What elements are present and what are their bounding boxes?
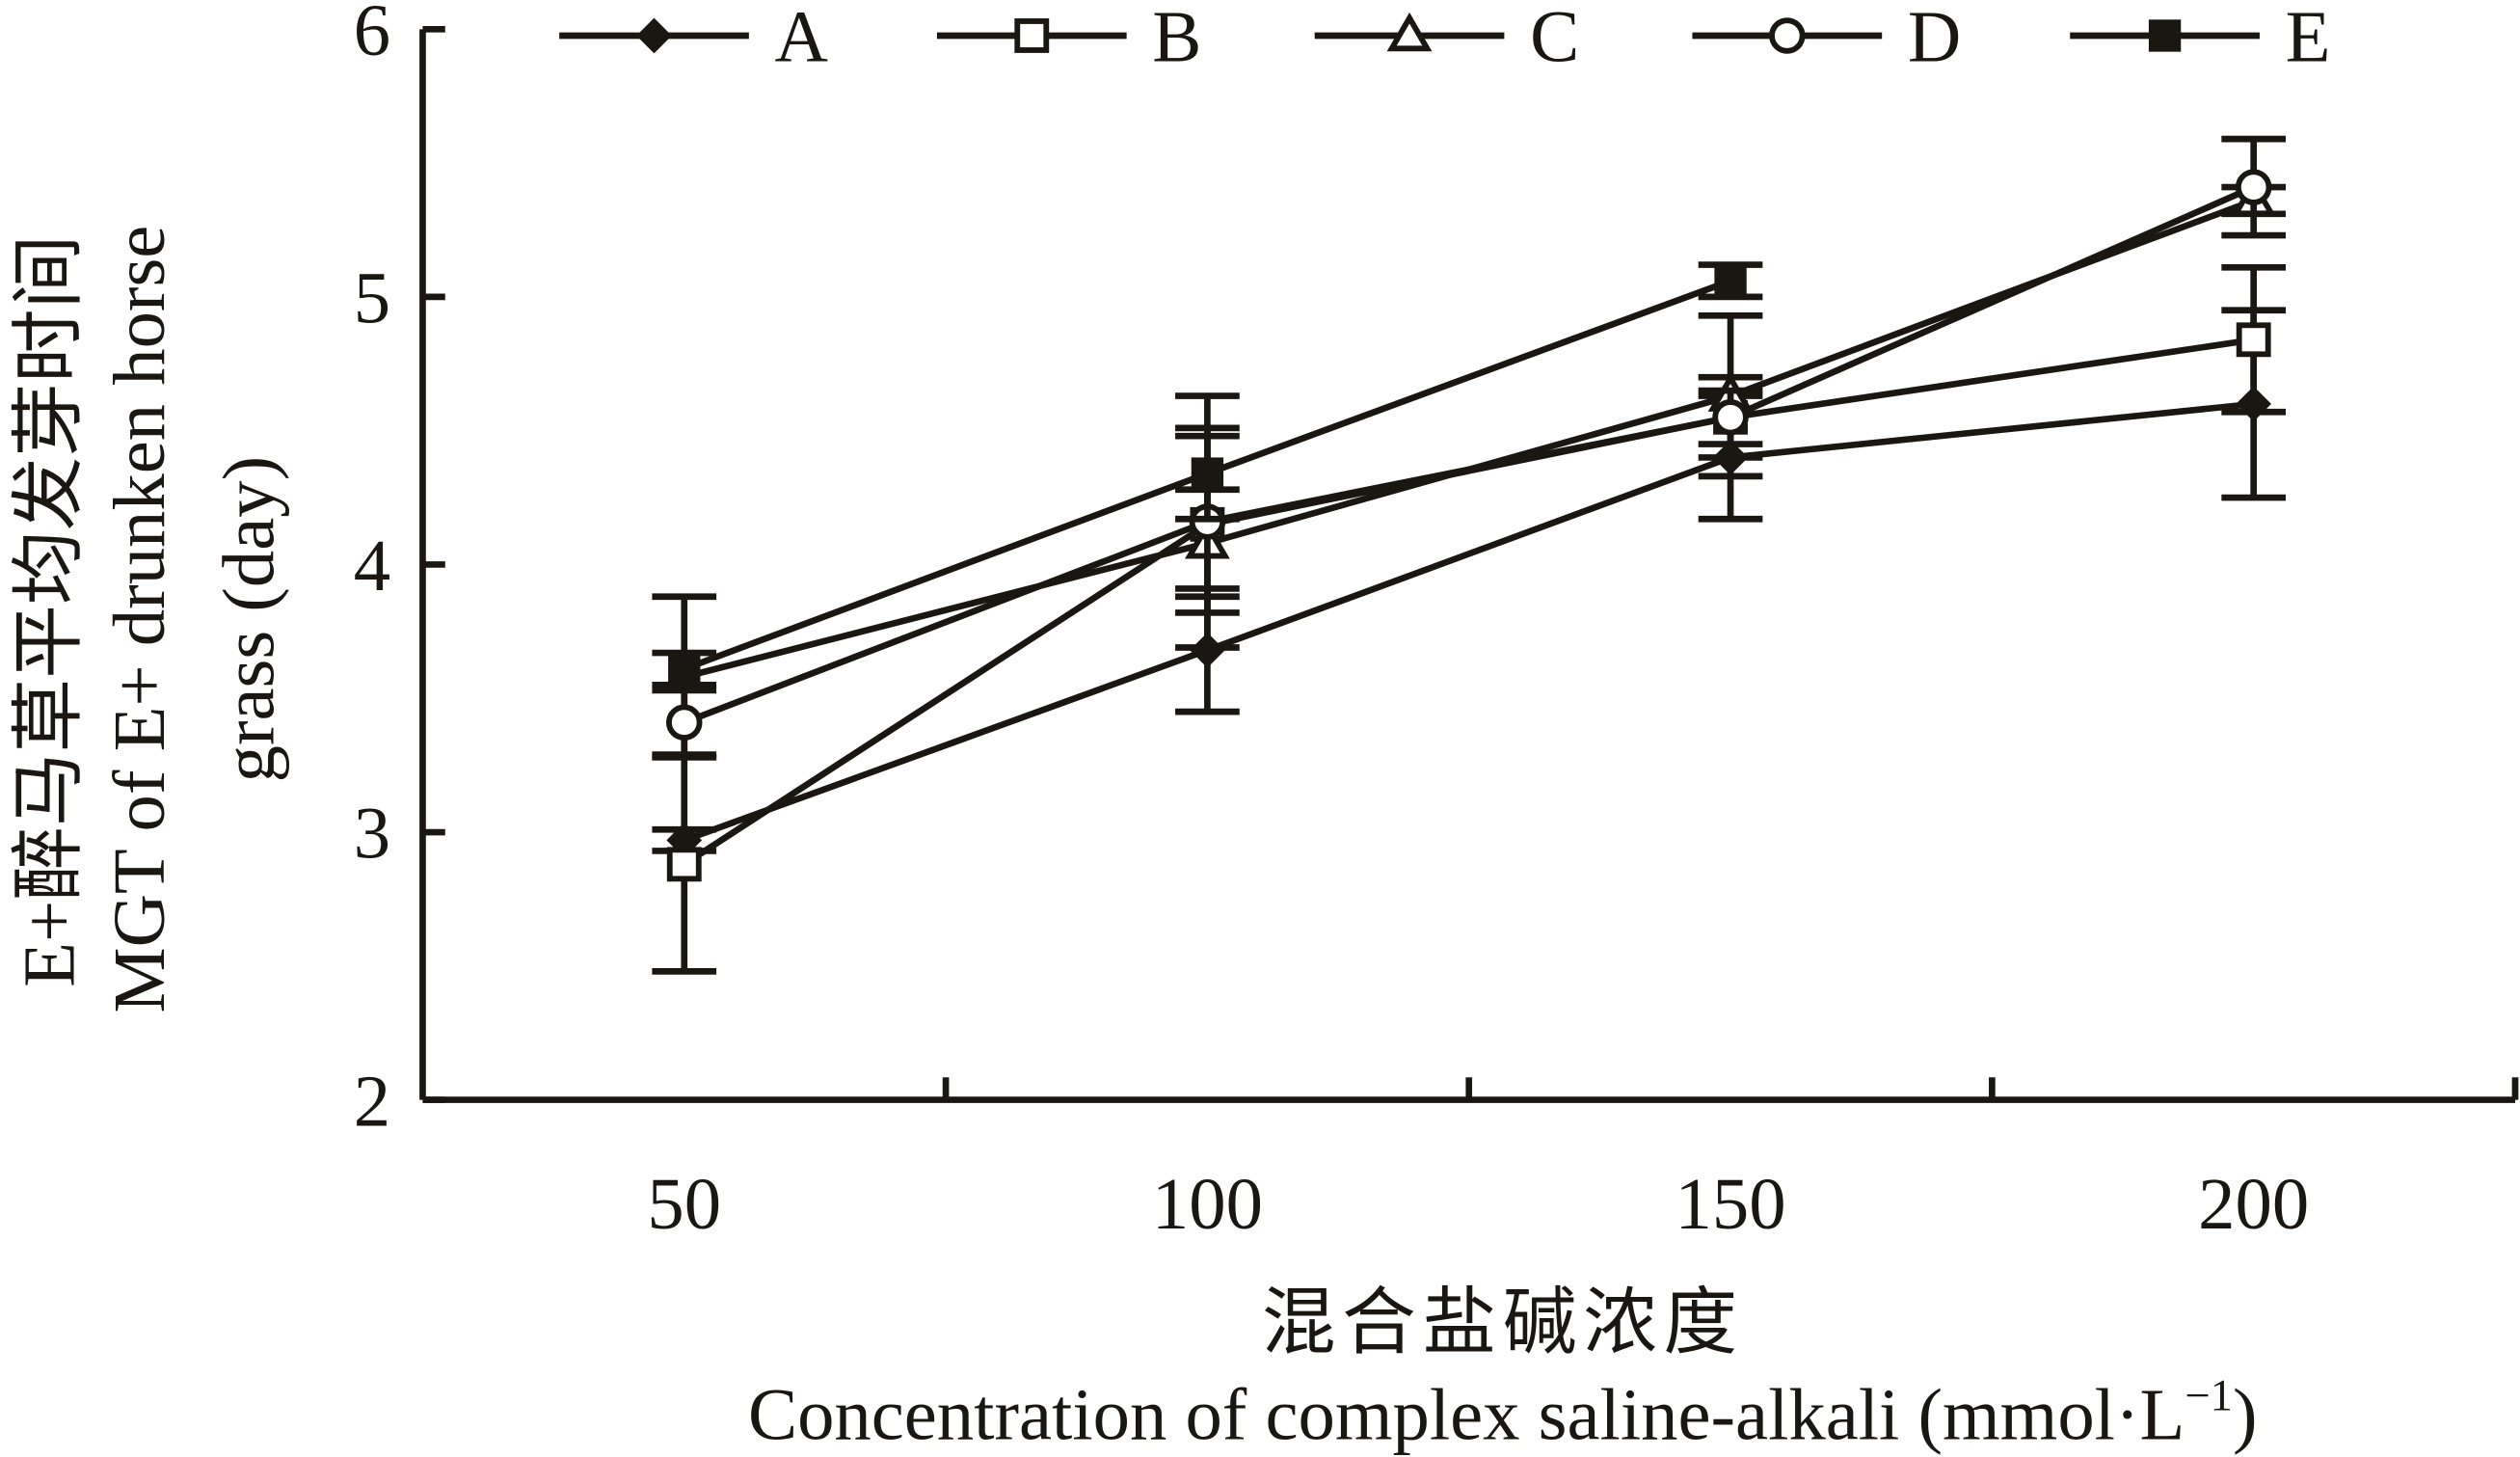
legend-item-c: C bbox=[1314, 0, 1579, 78]
y-tick-label: 4 bbox=[354, 525, 390, 607]
legend-marker bbox=[636, 17, 672, 54]
series-line bbox=[683, 400, 2255, 844]
data-point bbox=[1191, 457, 1224, 490]
x-axis-label: Concentration of complex saline-alkali (… bbox=[748, 1370, 2258, 1455]
data-point bbox=[2235, 169, 2272, 205]
data-point bbox=[666, 847, 702, 882]
legend-item-a: A bbox=[559, 0, 828, 78]
data-point bbox=[2236, 322, 2271, 358]
y-axis-label: MGT of E+ drunken horse bbox=[98, 226, 180, 1013]
series-e bbox=[652, 261, 1763, 688]
x-axis-label-end: ) bbox=[2233, 1373, 2258, 1455]
legend-label: E bbox=[2286, 0, 2331, 78]
tick-labels: 2 3 4 5 6 50 100 150 200 bbox=[354, 0, 2309, 1245]
series-group bbox=[652, 135, 2287, 975]
y-tick-label: 2 bbox=[354, 1060, 390, 1142]
x-tick-label: 150 bbox=[1676, 1163, 1786, 1245]
legend-marker bbox=[1014, 18, 1050, 53]
legend-item-e: E bbox=[2070, 0, 2330, 78]
legend-label: C bbox=[1530, 0, 1579, 78]
x-tick-label: 50 bbox=[647, 1163, 721, 1245]
data-point bbox=[668, 653, 701, 686]
data-point bbox=[1712, 399, 1749, 436]
x-axis-label-main: Concentration of complex saline-alkali (… bbox=[748, 1373, 2185, 1455]
y-tick-label: 3 bbox=[354, 793, 390, 875]
y-tick-label: 5 bbox=[354, 257, 390, 339]
y-axis-label-cn: E+醉马草平均发芽时间 bbox=[9, 235, 91, 987]
series-line bbox=[683, 184, 2256, 726]
legend-label: D bbox=[1908, 0, 1961, 78]
legend-marker bbox=[1386, 12, 1433, 52]
series-d bbox=[652, 135, 2287, 758]
x-axis-label-sup: −1 bbox=[2185, 1370, 2233, 1420]
series-a bbox=[652, 307, 2287, 858]
series-line bbox=[682, 336, 2255, 868]
legend-marker bbox=[2148, 19, 2182, 52]
legend: A B C D E bbox=[559, 0, 2330, 78]
legend-label: B bbox=[1152, 0, 1201, 78]
y-tick-label: 6 bbox=[354, 0, 390, 71]
axes bbox=[419, 25, 2519, 1103]
data-point bbox=[666, 704, 703, 741]
y-axis-label-2: grass (day) bbox=[207, 456, 289, 783]
x-tick-label: 200 bbox=[2198, 1163, 2309, 1245]
series-line bbox=[683, 197, 2255, 681]
legend-item-d: D bbox=[1692, 0, 1961, 78]
x-axis-label-cn: 混合盐碱浓度 bbox=[1262, 1282, 1744, 1363]
x-tick-label: 100 bbox=[1152, 1163, 1263, 1245]
data-point bbox=[1714, 264, 1747, 297]
legend-label: A bbox=[775, 0, 828, 78]
legend-item-b: B bbox=[936, 0, 1201, 78]
legend-marker bbox=[1769, 17, 1806, 54]
